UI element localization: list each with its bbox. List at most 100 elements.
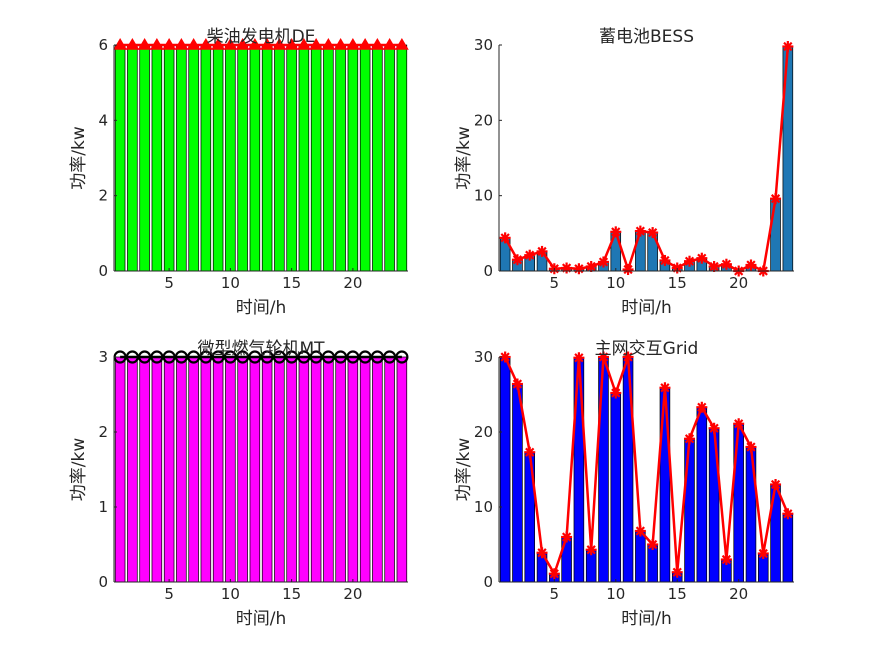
marker [174, 38, 189, 50]
x-tick-label: 20 [729, 274, 748, 292]
marker [610, 226, 622, 238]
bar [151, 356, 163, 583]
y-tick-label: 10 [474, 187, 493, 205]
marker [272, 350, 286, 364]
marker [162, 350, 176, 364]
y-tick-label: 1 [98, 498, 108, 516]
marker [260, 38, 274, 50]
marker [162, 38, 176, 50]
chart-title: 微型燃气轮机MT [197, 339, 325, 359]
bar [499, 356, 511, 583]
marker [548, 568, 560, 580]
bar [347, 356, 359, 583]
marker [757, 548, 769, 559]
bar [310, 356, 322, 583]
marker [370, 38, 385, 50]
bar [225, 44, 236, 272]
bar [298, 44, 310, 272]
x-tick-label: 10 [221, 585, 240, 603]
bar [274, 356, 285, 583]
marker [211, 350, 225, 364]
marker [745, 259, 757, 271]
x-tick-label: 5 [164, 274, 174, 292]
marker [720, 554, 732, 565]
marker [383, 350, 397, 364]
marker [610, 387, 622, 399]
marker [622, 351, 634, 363]
marker [138, 350, 152, 364]
y-tick-label: 30 [474, 348, 493, 366]
marker [395, 38, 409, 50]
marker [647, 227, 659, 239]
marker [382, 38, 397, 50]
marker [671, 262, 683, 274]
bar [237, 356, 248, 583]
bar [298, 356, 310, 583]
bar [598, 356, 609, 583]
marker [511, 378, 523, 390]
marker [260, 350, 274, 364]
marker [585, 544, 597, 556]
bar [127, 44, 138, 272]
marker [395, 350, 409, 364]
x-tick-label: 5 [550, 274, 560, 292]
bar [163, 356, 175, 583]
subplot-1: 5 10 15 20 0 2 4 6 柴油发电机DE 时间/h 功率/kw [69, 27, 409, 318]
y-tick-label: 2 [98, 187, 108, 205]
bar [347, 44, 359, 272]
bar [249, 44, 261, 272]
y-tick-label: 0 [483, 262, 493, 280]
bar [274, 44, 285, 272]
x-tick-label: 20 [729, 585, 748, 603]
marker [333, 38, 348, 50]
marker [561, 262, 573, 274]
marker [297, 350, 311, 364]
bar [372, 44, 383, 272]
marker [597, 256, 609, 268]
bar [114, 356, 126, 583]
bar [310, 44, 322, 272]
subplot-3: 5 10 15 20 0 1 2 3 微型燃气轮机MT 时间/h 功率/kw [69, 339, 409, 629]
y-axis-label: 功率/kw [454, 126, 474, 190]
marker [346, 350, 360, 364]
y-tick-label: 20 [474, 423, 493, 441]
bar [261, 356, 273, 583]
x-tick-label: 15 [668, 274, 687, 292]
x-tick-label: 10 [606, 274, 625, 292]
marker [150, 350, 164, 364]
x-tick-label: 10 [606, 585, 625, 603]
marker [708, 422, 720, 434]
marker [524, 249, 536, 261]
x-axis-label: 时间/h [621, 298, 672, 318]
marker [770, 479, 782, 490]
x-axis-label: 时间/h [621, 609, 672, 629]
bar [176, 44, 187, 272]
marker [659, 254, 671, 266]
bar [237, 44, 248, 272]
marker [346, 38, 360, 50]
x-axis-label: 时间/h [236, 298, 287, 318]
bar [212, 44, 224, 272]
marker [309, 350, 323, 364]
bar [610, 392, 622, 583]
marker [622, 263, 634, 275]
bar [163, 44, 175, 272]
bar [212, 356, 224, 583]
y-tick-label: 3 [98, 348, 108, 366]
bar [359, 44, 371, 272]
marker [561, 531, 573, 543]
marker [782, 508, 794, 520]
x-tick-label: 20 [343, 274, 362, 292]
bar [286, 356, 297, 583]
marker [235, 38, 250, 50]
bar [696, 406, 708, 583]
marker [113, 38, 127, 50]
marker [696, 252, 708, 264]
marker [573, 352, 585, 364]
marker [309, 38, 323, 50]
marker [733, 418, 745, 430]
y-tick-label: 2 [98, 423, 108, 441]
marker [684, 433, 696, 445]
bar [384, 44, 395, 272]
